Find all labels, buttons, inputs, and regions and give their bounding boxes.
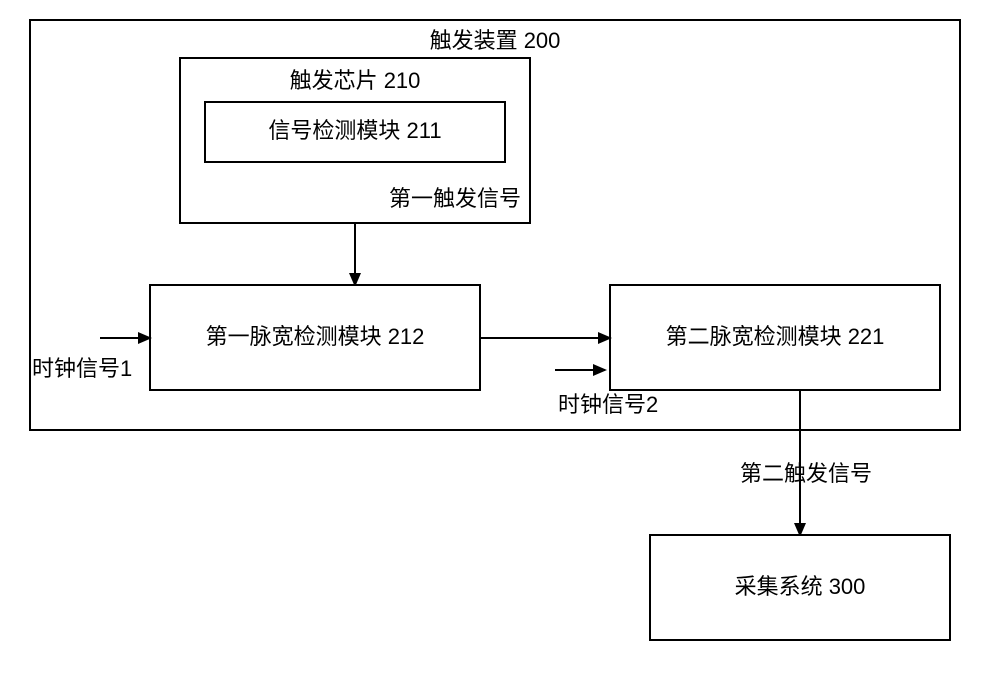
pw1-label: 第一脉宽检测模块 212 [206,324,425,349]
acq-label: 采集系统 300 [735,574,866,599]
first-trigger-signal-label: 第一触发信号 [389,186,521,211]
trigger-device-label: 触发装置 200 [430,28,561,53]
trigger-chip-label: 触发芯片 210 [290,68,421,93]
diagram-canvas: 触发装置 200 触发芯片 210 信号检测模块 211 第一触发信号 第一脉宽… [0,0,1000,687]
signal-detect-label: 信号检测模块 211 [268,118,441,143]
second-trigger-signal-label: 第二触发信号 [740,461,872,486]
clk1-label: 时钟信号1 [32,356,132,381]
pw2-label: 第二脉宽检测模块 221 [666,324,885,349]
clk2-label: 时钟信号2 [558,392,658,417]
